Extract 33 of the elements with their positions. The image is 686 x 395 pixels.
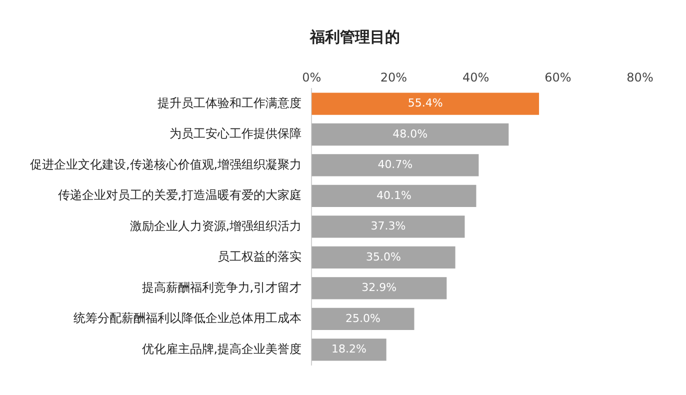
data-label: 25.0% [345, 312, 380, 325]
bar [312, 246, 456, 268]
x-tick-label: 0% [302, 70, 322, 84]
bar [312, 154, 479, 176]
y-tick-label: 员工权益的落实 [218, 250, 302, 264]
y-tick-label: 促进企业文化建设,传递核心价值观,增强组织凝聚力 [30, 157, 302, 172]
y-tick-label: 统筹分配薪酬福利以降低企业总体用工成本 [74, 311, 302, 326]
bar [312, 184, 476, 208]
y-tick-label: 传递企业对员工的关爱,打造温暖有爱的大家庭 [58, 188, 302, 202]
bar [312, 308, 414, 330]
x-tick-label: 40% [462, 70, 490, 84]
y-tick-label: 提升员工体验和工作满意度 [158, 96, 302, 110]
data-label: 32.9% [362, 281, 397, 294]
x-tick-label: 20% [380, 70, 408, 84]
chart-title: 福利管理目的 [308, 28, 401, 47]
data-label: 40.1% [376, 188, 412, 202]
data-label: 55.4% [408, 96, 443, 110]
bar [312, 123, 509, 146]
x-tick-label: 60% [544, 70, 572, 84]
bar [312, 277, 447, 300]
x-tick-label: 80% [626, 70, 654, 84]
y-tick-label: 提高薪酬福利竞争力,引才留才 [142, 280, 302, 294]
data-label: 18.2% [332, 342, 366, 356]
y-tick-label: 优化雇主品牌,提高企业美誉度 [142, 342, 302, 356]
y-tick-label: 为员工安心工作提供保障 [170, 126, 302, 141]
bar [312, 92, 540, 115]
data-label: 35.0% [366, 250, 401, 264]
data-label: 37.3% [370, 220, 406, 233]
y-tick-label: 激励企业人力资源,增强组织活力 [130, 218, 302, 233]
data-label: 48.0% [392, 127, 428, 140]
bar [312, 338, 386, 361]
bar [312, 216, 465, 238]
data-label: 40.7% [378, 158, 413, 172]
